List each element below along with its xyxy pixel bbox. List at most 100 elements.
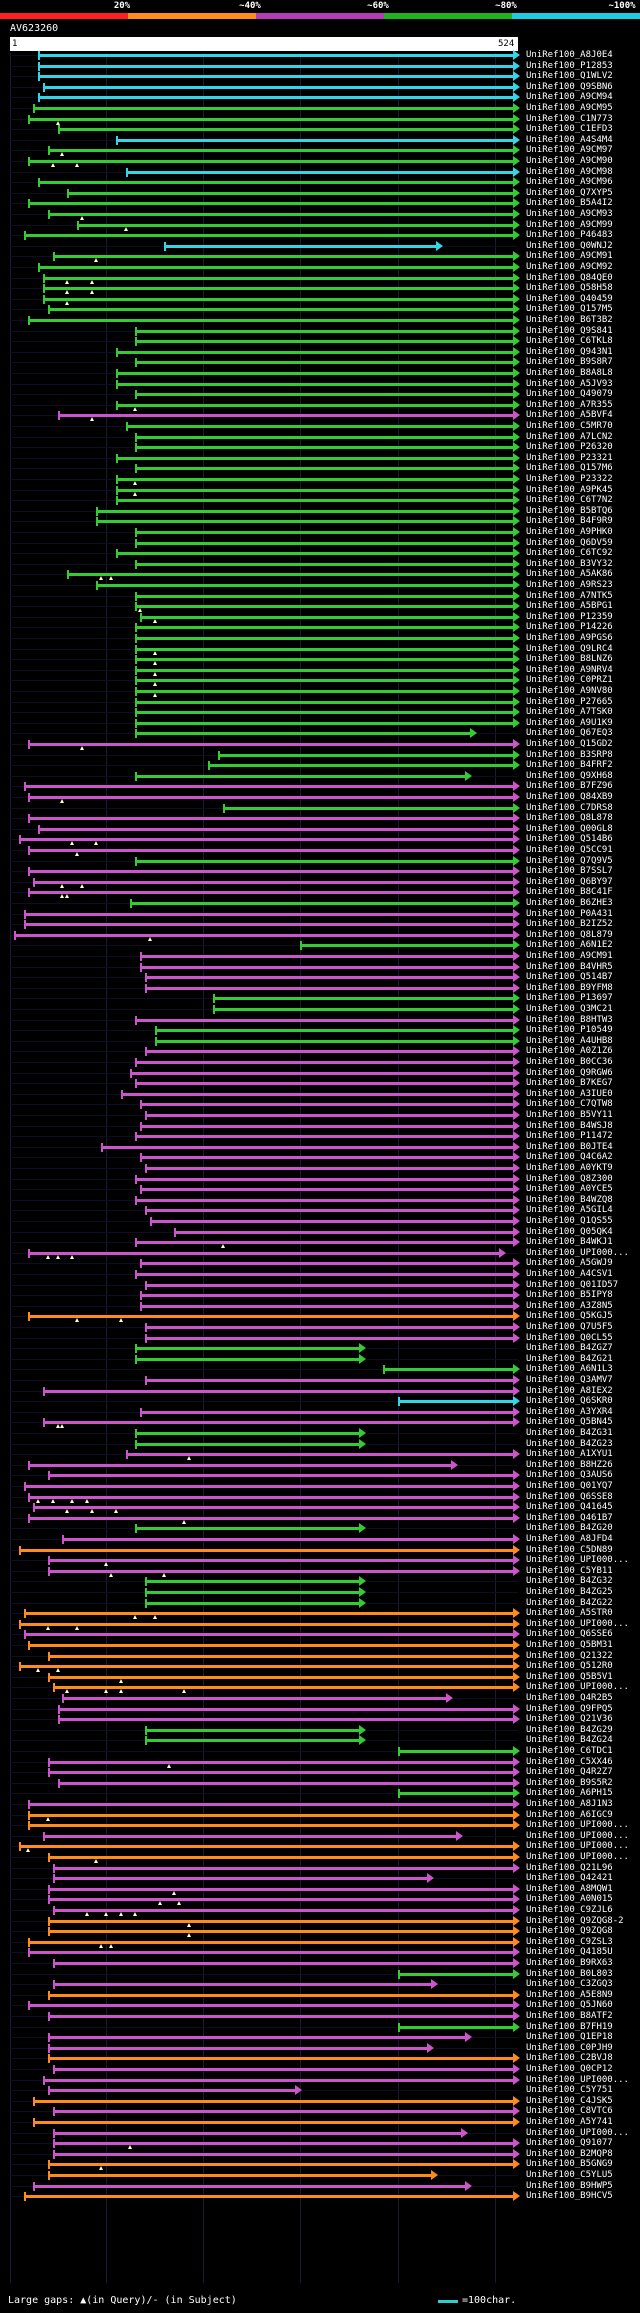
hit-name-link[interactable]: UniRef100_Q4R2Z7: [526, 1767, 613, 1777]
hit-row[interactable]: UniRef100_B5VY11: [0, 1110, 640, 1121]
hit-row[interactable]: UniRef100_C5XX46: [0, 1757, 640, 1768]
hit-name-link[interactable]: UniRef100_P10549: [526, 1025, 613, 1035]
hit-name-link[interactable]: UniRef100_UPI000...: [526, 1831, 629, 1841]
hit-name-link[interactable]: UniRef100_B6ZHE3: [526, 898, 613, 908]
hit-row[interactable]: UniRef100_B5BTQ6: [0, 506, 640, 517]
hit-row[interactable]: UniRef100_C5YB11: [0, 1566, 640, 1577]
hit-name-link[interactable]: UniRef100_A9RS23: [526, 580, 613, 590]
hit-alignment-bar[interactable]: [135, 1527, 361, 1530]
hit-alignment-bar[interactable]: [19, 1549, 516, 1552]
hit-row[interactable]: UniRef100_A9CM98: [0, 167, 640, 178]
hit-name-link[interactable]: UniRef100_C6TKL8: [526, 336, 613, 346]
hit-name-link[interactable]: UniRef100_Q84QE0: [526, 273, 613, 283]
hit-name-link[interactable]: UniRef100_P13697: [526, 993, 613, 1003]
hit-row[interactable]: UniRef100_B5A4I2: [0, 198, 640, 209]
hit-alignment-bar[interactable]: [116, 383, 516, 386]
hit-name-link[interactable]: UniRef100_Q6SSE8: [526, 1492, 613, 1502]
hit-row[interactable]: UniRef100_A4UHB8: [0, 1036, 640, 1047]
hit-alignment-bar[interactable]: [48, 1771, 516, 1774]
hit-alignment-bar[interactable]: [140, 1156, 516, 1159]
hit-alignment-bar[interactable]: [28, 1252, 502, 1255]
hit-alignment-bar[interactable]: [135, 701, 516, 704]
hit-alignment-bar[interactable]: [140, 1188, 516, 1191]
hit-name-link[interactable]: UniRef100_B5IPY8: [526, 1290, 613, 1300]
hit-alignment-bar[interactable]: [53, 2132, 464, 2135]
hit-alignment-bar[interactable]: [135, 1135, 516, 1138]
hit-alignment-bar[interactable]: [135, 1273, 516, 1276]
hit-row[interactable]: UniRef100_Q21V36: [0, 1714, 640, 1725]
hit-row[interactable]: UniRef100_Q00GL8: [0, 824, 640, 835]
hit-alignment-bar[interactable]: [43, 86, 516, 89]
hit-alignment-bar[interactable]: [58, 1782, 516, 1785]
hit-row[interactable]: UniRef100_A5BVF4: [0, 410, 640, 421]
hit-alignment-bar[interactable]: [48, 1676, 516, 1679]
hit-name-link[interactable]: UniRef100_A5BPG1: [526, 601, 613, 611]
hit-alignment-bar[interactable]: [135, 542, 516, 545]
hit-name-link[interactable]: UniRef100_Q4R2B5: [526, 1693, 613, 1703]
hit-name-link[interactable]: UniRef100_B4ZG32: [526, 1576, 613, 1586]
hit-name-link[interactable]: UniRef100_UPI000...: [526, 1619, 629, 1629]
hit-row[interactable]: UniRef100_C5Y751: [0, 2085, 640, 2096]
hit-alignment-bar[interactable]: [28, 743, 516, 746]
hit-row[interactable]: UniRef100_P14226: [0, 622, 640, 633]
hit-row[interactable]: UniRef100_P23321: [0, 453, 640, 464]
hit-row[interactable]: UniRef100_Q49079: [0, 389, 640, 400]
hit-name-link[interactable]: UniRef100_Q9RGW6: [526, 1068, 613, 1078]
hit-row[interactable]: UniRef100_A5STR0: [0, 1608, 640, 1619]
hit-alignment-bar[interactable]: [116, 404, 516, 407]
hit-name-link[interactable]: UniRef100_Q9ZQG8-2: [526, 1916, 624, 1926]
hit-row[interactable]: UniRef100_B4ZG21: [0, 1354, 640, 1365]
hit-alignment-bar[interactable]: [135, 1241, 516, 1244]
hit-name-link[interactable]: UniRef100_A5Y741: [526, 2117, 613, 2127]
hit-name-link[interactable]: UniRef100_UPI000...: [526, 1852, 629, 1862]
hit-row[interactable]: UniRef100_Q1EP18: [0, 2032, 640, 2043]
hit-row[interactable]: UniRef100_Q42421: [0, 1873, 640, 1884]
hit-row[interactable]: UniRef100_B9S5R2: [0, 1778, 640, 1789]
hit-alignment-bar[interactable]: [135, 1432, 361, 1435]
hit-row[interactable]: UniRef100_Q512R0: [0, 1661, 640, 1672]
hit-row[interactable]: UniRef100_Q514B7: [0, 972, 640, 983]
hit-name-link[interactable]: UniRef100_B9YFM8: [526, 983, 613, 993]
hit-name-link[interactable]: UniRef100_Q3AMV7: [526, 1375, 613, 1385]
hit-name-link[interactable]: UniRef100_B8HZ26: [526, 1460, 613, 1470]
hit-alignment-bar[interactable]: [28, 1951, 516, 1954]
hit-alignment-bar[interactable]: [28, 1517, 516, 1520]
hit-name-link[interactable]: UniRef100_P14226: [526, 622, 613, 632]
hit-alignment-bar[interactable]: [135, 531, 516, 534]
hit-name-link[interactable]: UniRef100_Q461B7: [526, 1513, 613, 1523]
hit-row[interactable]: UniRef100_Q7U5F5: [0, 1322, 640, 1333]
hit-name-link[interactable]: UniRef100_B9HCV5: [526, 2191, 613, 2201]
hit-name-link[interactable]: UniRef100_Q5BN45: [526, 1417, 613, 1427]
hit-row[interactable]: UniRef100_B9YFM8: [0, 983, 640, 994]
hit-alignment-bar[interactable]: [24, 1633, 516, 1636]
hit-alignment-bar[interactable]: [43, 1421, 516, 1424]
hit-alignment-bar[interactable]: [213, 1008, 516, 1011]
hit-alignment-bar[interactable]: [53, 1867, 516, 1870]
hit-row[interactable]: UniRef100_P0A431: [0, 909, 640, 920]
hit-name-link[interactable]: UniRef100_B4VHR5: [526, 962, 613, 972]
hit-name-link[interactable]: UniRef100_Q8L878: [526, 813, 613, 823]
hit-row[interactable]: UniRef100_B0CC36: [0, 1057, 640, 1068]
hit-alignment-bar[interactable]: [135, 467, 516, 470]
hit-alignment-bar[interactable]: [53, 1877, 430, 1880]
hit-name-link[interactable]: UniRef100_A9CM91: [526, 951, 613, 961]
hit-row[interactable]: UniRef100_B8HTW3: [0, 1015, 640, 1026]
hit-name-link[interactable]: UniRef100_UPI000...: [526, 1248, 629, 1258]
hit-name-link[interactable]: UniRef100_P27665: [526, 697, 613, 707]
hit-alignment-bar[interactable]: [383, 1368, 516, 1371]
hit-row[interactable]: UniRef100_B3SRP8: [0, 750, 640, 761]
hit-alignment-bar[interactable]: [135, 330, 516, 333]
hit-alignment-bar[interactable]: [135, 1199, 516, 1202]
hit-row[interactable]: UniRef100_B0L803: [0, 1969, 640, 1980]
hit-alignment-bar[interactable]: [77, 224, 516, 227]
hit-row[interactable]: UniRef100_Q01YQ7: [0, 1481, 640, 1492]
hit-name-link[interactable]: UniRef100_B4ZG20: [526, 1523, 613, 1533]
hit-alignment-bar[interactable]: [398, 1750, 516, 1753]
hit-alignment-bar[interactable]: [145, 976, 516, 979]
hit-name-link[interactable]: UniRef100_A9CM93: [526, 209, 613, 219]
hit-alignment-bar[interactable]: [126, 1453, 516, 1456]
hit-row[interactable]: UniRef100_Q157M6: [0, 463, 640, 474]
hit-row[interactable]: UniRef100_Q41645: [0, 1502, 640, 1513]
hit-name-link[interactable]: UniRef100_C6TDC1: [526, 1746, 613, 1756]
hit-name-link[interactable]: UniRef100_Q1QS55: [526, 1216, 613, 1226]
